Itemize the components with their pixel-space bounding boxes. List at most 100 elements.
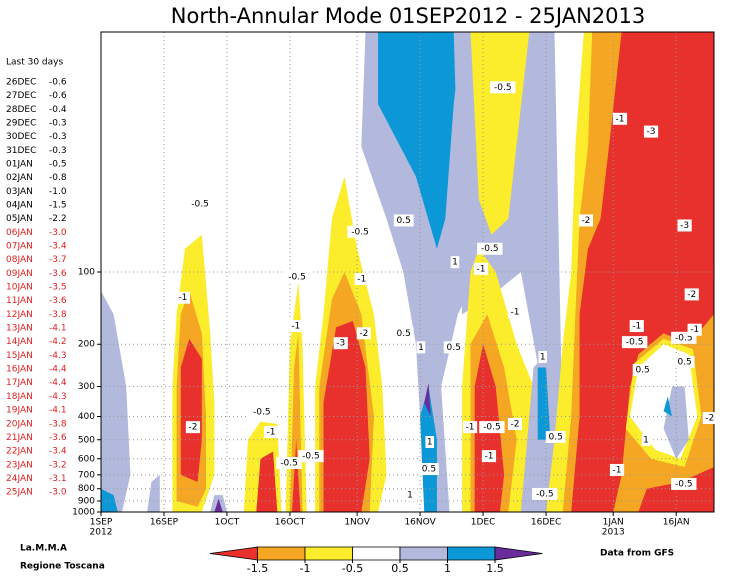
list-value: -3.4 (49, 242, 67, 252)
contour-label: 1 (427, 438, 433, 448)
list-value: -3.6 (49, 296, 67, 306)
contour-label: -0.5 (494, 83, 512, 93)
contour-label: 0.5 (447, 343, 461, 353)
contour-label-bg (175, 291, 190, 304)
x-tick-year: 2012 (90, 528, 113, 538)
list-value: -4.4 (49, 365, 67, 375)
contour-label: 0.5 (422, 465, 436, 475)
plot-area (101, 32, 714, 512)
list-value: -3.8 (49, 310, 67, 320)
contour-label: -0.5 (288, 273, 306, 283)
contour-label: -0.5 (483, 423, 501, 433)
colorbar-swatch (494, 546, 543, 561)
list-date: 22JAN (6, 447, 33, 457)
contour-label-bg (333, 337, 348, 350)
contour-label-bg (425, 436, 435, 449)
list-value: -0.8 (49, 173, 67, 183)
list-value: -3.0 (49, 488, 67, 498)
contour-label: -1 (476, 264, 485, 274)
contour-label: -2 (581, 216, 590, 226)
y-tick-label: 500 (78, 435, 95, 445)
list-value: -3.7 (49, 255, 67, 265)
list-date: 26DEC (6, 78, 36, 88)
list-date: 18JAN (6, 392, 33, 402)
list-date: 13JAN (6, 324, 33, 334)
x-tick-label: 1SEP (90, 518, 113, 528)
x-tick-label: 1OCT (215, 518, 240, 528)
list-value: -0.3 (49, 119, 67, 129)
list-value: -4.4 (49, 378, 67, 388)
contour-label-bg (671, 477, 697, 490)
contour-label-bg (687, 323, 702, 336)
contour-label: -0.5 (481, 244, 499, 254)
chart-title: North-Annular Mode 01SEP2012 - 25JAN2013 (171, 4, 645, 28)
list-value: -0.5 (49, 160, 67, 170)
list-date: 01JAN (6, 160, 33, 170)
contour-label-bg (405, 488, 415, 501)
contour-label: -1 (357, 275, 366, 285)
contour-region (420, 386, 437, 512)
x-tick-label: 1JAN (603, 518, 624, 528)
contour-label-bg (507, 306, 523, 319)
list-value: -3.0 (49, 228, 67, 238)
list-value: -0.3 (49, 146, 67, 156)
list-value: -3.4 (49, 447, 67, 457)
list-date: 07JAN (6, 242, 33, 252)
y-tick-label: 400 (78, 412, 95, 422)
contour-label: -2 (359, 329, 368, 339)
x-tick-label: 1DEC (471, 518, 496, 528)
contour-label: 1 (407, 490, 413, 500)
contour-label-bg (629, 320, 644, 333)
contour-region (537, 367, 551, 440)
colorbar-label: -0.5 (342, 562, 363, 575)
colorbar-label: -1.5 (247, 562, 268, 575)
contour-label: -1 (484, 452, 493, 462)
list-date: 06JAN (6, 228, 33, 238)
list-date: 23JAN (6, 460, 33, 470)
list-value: -2.2 (49, 214, 67, 224)
x-tick-label: 16JAN (663, 518, 690, 528)
y-tick-label: 200 (78, 340, 95, 350)
list-date: 11JAN (6, 296, 33, 306)
colorbar-swatch (304, 546, 353, 561)
contour-label: -0.5 (675, 479, 693, 489)
contour-label-bg (393, 214, 414, 227)
contour-label-bg (481, 450, 497, 463)
contour-label-bg (538, 350, 547, 363)
contour-label-bg (356, 327, 371, 340)
list-value: -4.2 (49, 337, 67, 347)
contour-label: -0.5 (536, 489, 554, 499)
contour-label: -3 (647, 127, 656, 137)
contour-label: -3 (336, 339, 345, 349)
list-date: 02JAN (6, 173, 33, 183)
contour-label: -0.5 (351, 227, 369, 237)
contour-label: 0.5 (397, 329, 411, 339)
footer-text: Regione Toscana (20, 562, 105, 572)
contour-label: -3 (680, 221, 689, 231)
contour-label: -0.5 (675, 333, 693, 343)
list-date: 30DEC (6, 132, 36, 142)
list-value: -4.1 (49, 324, 67, 334)
y-tick-label: 300 (78, 382, 95, 392)
contour-label: -1 (291, 322, 300, 332)
contour-label: -0.5 (626, 338, 644, 348)
contour-label-bg (578, 214, 594, 227)
list-date: 19JAN (6, 406, 33, 416)
list-date: 08JAN (6, 255, 33, 265)
list-date: 10JAN (6, 283, 33, 293)
list-value: -0.4 (49, 105, 67, 115)
list-value: -3.1 (49, 474, 67, 484)
contour-label: 0.5 (549, 433, 563, 443)
contour-label-bg (473, 262, 489, 275)
contour-label-bg (419, 463, 439, 476)
footer-text: Data from GFS (600, 549, 674, 559)
contour-label-bg (612, 112, 628, 125)
contour-region (323, 321, 370, 512)
x-tick-label: 16OCT (275, 518, 306, 528)
list-value: -4.3 (49, 351, 67, 361)
colorbar-swatch (447, 546, 496, 561)
list-value: -0.3 (49, 132, 67, 142)
contour-label-bg (393, 327, 414, 340)
contour-label: 0.5 (397, 216, 411, 226)
list-value: -3.6 (49, 269, 67, 279)
